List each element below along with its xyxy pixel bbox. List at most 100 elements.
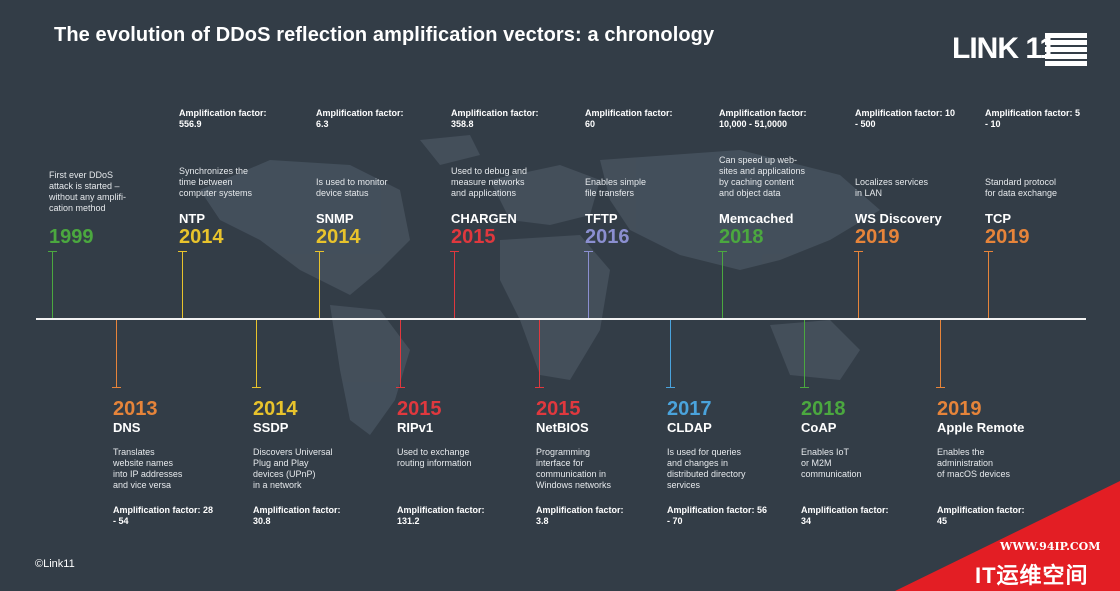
description-line: devices (UPnP) (253, 469, 316, 479)
world-map-background (200, 135, 880, 435)
event-year: 2013 (113, 398, 158, 420)
description-line: for data exchange (985, 188, 1058, 198)
amplification-factor: Amplification factor: 556.9 (179, 108, 267, 130)
amplification-factor: Amplification factor: 131.2 (397, 505, 525, 527)
amplification-factor-value: 358.8 (451, 119, 474, 129)
description-line: in LAN (855, 188, 883, 198)
amplification-factor-label: Amplification factor: 10 (855, 108, 956, 118)
description-line: routing information (397, 458, 472, 468)
event-chargen: Amplification factor: 358.8 Used to debug … (451, 108, 579, 248)
amplification-factor: Amplification factor: 358.8 (451, 108, 539, 130)
event-stem (854, 251, 863, 318)
event-description: Programming interface for communication in… (536, 447, 664, 497)
description-line: Can speed up web- (719, 155, 798, 165)
description-line: services (667, 480, 701, 490)
amplification-factor-value: 10,000 - 51,0000 (719, 119, 788, 129)
amplification-factor-label: Amplification factor: (179, 108, 267, 118)
event-description: First ever DDoS attack is started – withou… (49, 170, 177, 214)
event-tftp: Amplification factor: 60 Enables simple fil… (585, 108, 713, 248)
description-line: device status (316, 188, 369, 198)
event-description: Discovers Universal Plug and Play devices … (253, 447, 381, 497)
protocol-name: RIPv1 (397, 420, 434, 435)
event-stem (535, 320, 544, 388)
protocol-name: Apple Remote (937, 420, 1025, 435)
description-line: sites and applications (719, 166, 806, 176)
event-description: Enables the administration of macOS device… (937, 447, 1065, 497)
event-ripv1: 2015 RIPv1 Used to exchange routing informa… (397, 398, 525, 527)
page-title: The evolution of DDoS reflection amplifi… (54, 24, 715, 46)
event-description: Translates website names into IP addresses… (113, 447, 241, 497)
description-line: Enables IoT (801, 447, 850, 457)
event-year: 2014 (253, 398, 298, 420)
amplification-factor: Amplification factor: 34 (801, 505, 929, 527)
amplification-factor-label: Amplification factor: (536, 505, 624, 515)
event-description: Standard protocol for data exchange (985, 177, 1113, 199)
description-line: attack is started – (49, 181, 120, 191)
timeline-axis (36, 318, 1086, 320)
description-line: Programming (536, 447, 591, 457)
amplification-factor-label: Amplification factor: (585, 108, 673, 118)
protocol-name: NetBIOS (536, 420, 589, 435)
amplification-factor-label: Amplification factor: (937, 505, 1025, 515)
description-line: communication in (536, 469, 607, 479)
event-year: 2019 (985, 226, 1030, 248)
event-year: 2019 (855, 226, 900, 248)
protocol-name: DNS (113, 420, 141, 435)
description-line: and object data (719, 188, 781, 198)
description-line: Enables simple (585, 177, 647, 187)
logo-stripes-icon (1045, 33, 1087, 66)
watermark-url: WWW.94IP.COM (1000, 540, 1101, 553)
event-year: 2017 (667, 398, 712, 420)
event-year: 2018 (719, 226, 764, 248)
protocol-name: Memcached (719, 211, 794, 226)
amplification-factor-label: Amplification factor: (719, 108, 807, 118)
description-line: computer systems (179, 188, 253, 198)
event-cldap: 2017 CLDAP Is used for queries and changes … (667, 398, 795, 527)
watermark-text: IT运维空间 (975, 563, 1089, 588)
description-line: of macOS devices (937, 469, 1011, 479)
description-line: without any amplifi- (49, 192, 127, 202)
protocol-name: CLDAP (667, 420, 712, 435)
copyright: ©Link11 (35, 558, 75, 570)
event-stem (178, 251, 187, 318)
description-line: by caching content (719, 177, 795, 187)
amplification-factor-value: 45 (937, 516, 948, 526)
logo-text: LINK 11 (952, 32, 1056, 65)
amplification-factor-value: - 70 (667, 516, 683, 526)
description-line: Is used for queries (667, 447, 742, 457)
amplification-factor-label: Amplification factor: 28 (113, 505, 214, 515)
amplification-factor-label: Amplification factor: (801, 505, 889, 515)
event-description: Synchronizes the time between computer sys… (179, 166, 307, 199)
event-stem (800, 320, 809, 388)
event-stem (584, 251, 593, 318)
event-description: Enables simple file transfers (585, 177, 713, 199)
description-line: and applications (451, 188, 517, 198)
amplification-factor: Amplification factor: 45 (937, 505, 1065, 527)
amplification-factor-label: Amplification factor: 56 (667, 505, 768, 515)
event-year: 2015 (451, 226, 496, 248)
amplification-factor-value: 131.2 (397, 516, 420, 526)
event-year: 2015 (397, 398, 442, 420)
protocol-name: TFTP (585, 211, 618, 226)
event-stem (315, 251, 324, 318)
protocol-name: WS Discovery (855, 211, 942, 226)
description-line: measure networks (451, 177, 525, 187)
amplification-factor: Amplification factor: 60 (585, 108, 673, 130)
event-stem (112, 320, 121, 388)
description-line: Synchronizes the (179, 166, 249, 176)
description-line: Used to debug and (451, 166, 528, 176)
event-stem (984, 251, 993, 318)
protocol-name: SNMP (316, 211, 354, 226)
event-stem (48, 251, 57, 318)
protocol-name: SSDP (253, 420, 289, 435)
description-line: Used to exchange (397, 447, 470, 457)
amplification-factor-value: 6.3 (316, 119, 329, 129)
event-coap: 2018 CoAP Enables IoT or M2M communication Am… (801, 398, 929, 527)
description-line: Windows networks (536, 480, 612, 490)
amplification-factor-value: 34 (801, 516, 812, 526)
amplification-factor-value: - 10 (985, 119, 1001, 129)
description-line: distributed directory (667, 469, 746, 479)
event-description: Can speed up web-sites and applications b… (719, 155, 847, 199)
event-wsdiscovery: Amplification factor: 10- 500 Localizes s… (855, 108, 983, 248)
amplification-factor: Amplification factor: 3.8 (536, 505, 664, 527)
